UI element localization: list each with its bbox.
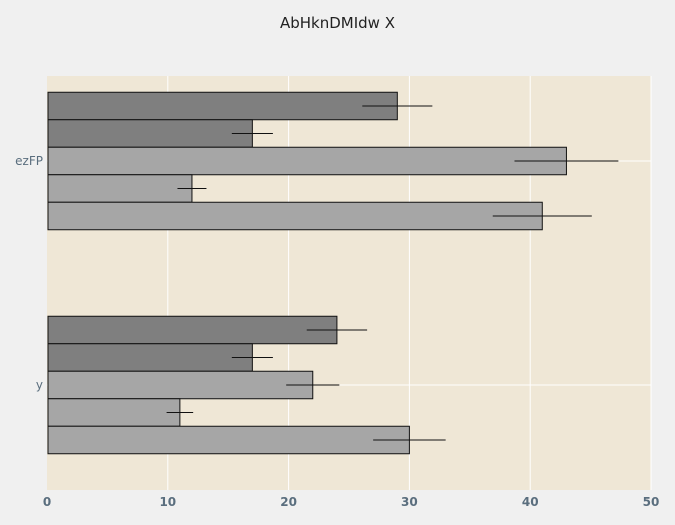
bar-ezFP-2: [47, 146, 567, 176]
x-tick-label-1: 10: [159, 495, 176, 509]
x-tick-label-0: 0: [43, 495, 51, 509]
x-tick-label-3: 30: [401, 495, 418, 509]
bar-y-4: [47, 425, 410, 455]
bar-y-3: [47, 398, 181, 427]
bar-ezFP-0: [47, 91, 398, 121]
bar-y-0: [47, 315, 338, 345]
chart-title: AbHknDMIdw X: [279, 14, 395, 32]
bar-ezFP-4: [47, 201, 543, 231]
y-tick-label-1: y: [36, 378, 43, 392]
x-tick-label-2: 20: [280, 495, 297, 509]
y-tick-label-0: ezFP: [15, 154, 43, 168]
bar-y-2: [47, 370, 314, 400]
bar-ezFP-1: [47, 119, 253, 148]
bar-y-1: [47, 343, 253, 372]
x-tick-label-5: 50: [643, 495, 660, 509]
x-tick-label-4: 40: [522, 495, 539, 509]
bar-ezFP-3: [47, 174, 193, 203]
